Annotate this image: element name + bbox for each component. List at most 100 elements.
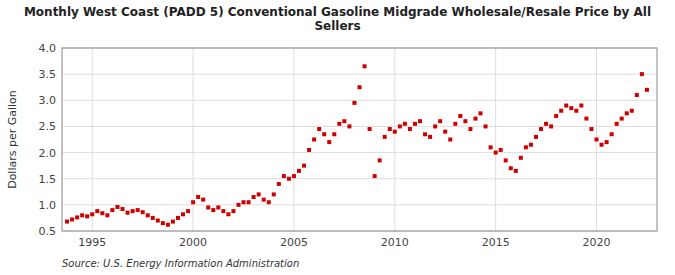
point — [438, 119, 442, 123]
plot-area — [62, 48, 657, 231]
point — [166, 223, 170, 227]
point — [368, 127, 372, 131]
point — [236, 203, 240, 207]
point — [282, 174, 286, 178]
y-axis-label: Dollars per Gallon — [6, 90, 19, 189]
point — [443, 130, 447, 134]
point — [468, 127, 472, 131]
x-grid-line — [92, 48, 93, 231]
point — [423, 132, 427, 136]
point — [418, 119, 422, 123]
point — [80, 213, 84, 217]
x-tick-label: 2010 — [381, 236, 409, 249]
point — [272, 192, 276, 196]
point — [211, 208, 215, 212]
point — [151, 216, 155, 220]
x-tick-label: 2020 — [582, 236, 610, 249]
point — [206, 205, 210, 209]
y-grid-line — [62, 204, 657, 205]
point — [610, 132, 614, 136]
point — [408, 127, 412, 131]
plot-frame — [62, 48, 657, 231]
point — [337, 122, 341, 126]
point — [100, 211, 104, 215]
point — [413, 122, 417, 126]
annotation: Source: U.S. Energy Information Administ… — [62, 258, 299, 269]
point — [383, 135, 387, 139]
point — [110, 208, 114, 212]
y-grid-line — [62, 152, 657, 153]
point — [136, 208, 140, 212]
point — [156, 219, 160, 223]
point — [90, 212, 94, 216]
x-tick-label: 2005 — [280, 236, 308, 249]
point — [146, 213, 150, 217]
point — [332, 132, 336, 136]
y-grid-line — [62, 178, 657, 179]
y-grid-line — [62, 126, 657, 127]
point — [115, 205, 119, 209]
point — [85, 214, 89, 218]
point — [352, 101, 356, 105]
point — [252, 195, 256, 199]
point — [529, 143, 533, 147]
point — [297, 169, 301, 173]
point — [317, 127, 321, 131]
point — [181, 212, 185, 216]
title: Monthly West Coast (PADD 5) Conventional… — [24, 5, 651, 33]
x-tick-label: 1995 — [78, 236, 106, 249]
point — [620, 117, 624, 121]
point — [600, 143, 604, 147]
point — [509, 166, 513, 170]
y-tick-label: 1.5 — [39, 173, 57, 186]
point — [312, 138, 316, 142]
point — [171, 220, 175, 224]
point — [453, 122, 457, 126]
point — [433, 124, 437, 128]
y-tick-label: 4.0 — [39, 42, 57, 55]
axes: 0.51.01.52.02.53.03.54.01995200020052010… — [39, 42, 658, 249]
point — [191, 200, 195, 204]
point — [645, 88, 649, 92]
point — [378, 158, 382, 162]
point — [161, 221, 165, 225]
point — [292, 174, 296, 178]
point — [489, 145, 493, 149]
point — [554, 114, 558, 118]
point — [216, 205, 220, 209]
x-tick-label: 2000 — [179, 236, 207, 249]
point — [221, 209, 225, 213]
y-grid-line — [62, 74, 657, 75]
point — [302, 164, 306, 168]
points — [65, 64, 649, 226]
point — [131, 209, 135, 213]
point — [126, 211, 130, 215]
point — [564, 104, 568, 108]
point — [388, 127, 392, 131]
point — [579, 104, 583, 108]
point — [393, 130, 397, 134]
y-tick-label: 3.0 — [39, 94, 57, 107]
point — [584, 117, 588, 121]
point — [247, 200, 251, 204]
point — [257, 192, 261, 196]
point — [347, 124, 351, 128]
point — [458, 114, 462, 118]
point — [625, 111, 629, 115]
point — [635, 93, 639, 97]
grid — [62, 48, 657, 231]
point — [494, 151, 498, 155]
point — [201, 198, 205, 202]
point — [484, 124, 488, 128]
y-grid-line — [62, 100, 657, 101]
point — [640, 72, 644, 76]
y-tick-label: 0.5 — [39, 225, 57, 238]
point — [95, 209, 99, 213]
point — [141, 210, 145, 214]
point — [605, 140, 609, 144]
point — [70, 217, 74, 221]
point — [463, 119, 467, 123]
point — [630, 109, 634, 113]
y-tick-label: 3.5 — [39, 68, 57, 81]
point — [277, 182, 281, 186]
